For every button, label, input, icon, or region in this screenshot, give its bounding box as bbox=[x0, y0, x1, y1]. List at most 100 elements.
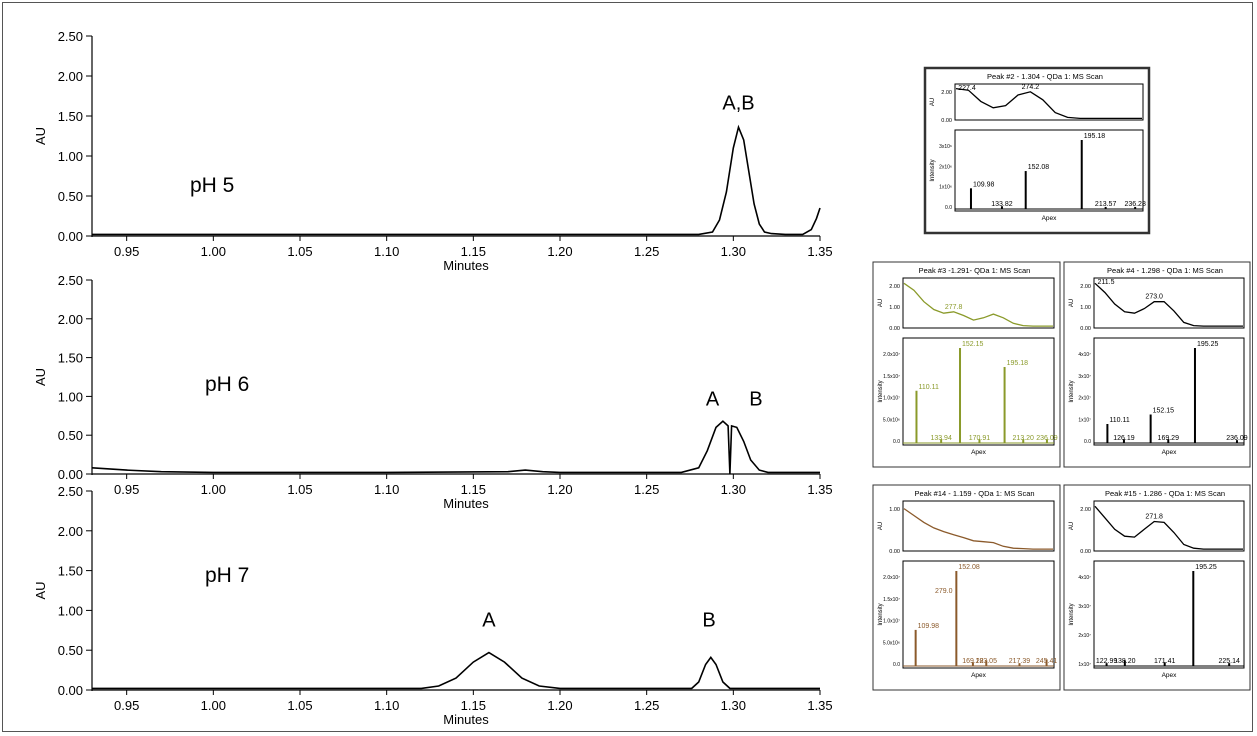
ms-peak-label: 122.99 bbox=[1096, 658, 1118, 665]
ms-peak-label: 133.82 bbox=[991, 201, 1013, 208]
ms-inset-2: Peak #3 -1.291- QDa 1: MS Scan 0.00 1.00 2.… bbox=[872, 261, 1061, 468]
x-tick-label: 1.35 bbox=[807, 482, 832, 497]
uv-tick-label: 2.00 bbox=[889, 284, 900, 290]
ms-peak-label: 138.20 bbox=[1114, 658, 1136, 665]
uv-tick-label: 2.00 bbox=[1080, 284, 1091, 290]
ms-plot-frame bbox=[1093, 560, 1245, 669]
y-tick-label: 1.50 bbox=[58, 564, 83, 579]
x-tick-label: 1.35 bbox=[807, 698, 832, 713]
ms-tick-label: 0.0 bbox=[893, 662, 900, 668]
y-tick-label: 2.00 bbox=[58, 524, 83, 539]
ms-axis-title: Intensity bbox=[930, 159, 936, 181]
ms-peak-label: 213.20 bbox=[1013, 435, 1035, 442]
ms-plot-frame bbox=[902, 337, 1055, 446]
ms-peak-label: 213.57 bbox=[1095, 201, 1117, 208]
ms-peak-label: 195.25 bbox=[1195, 564, 1217, 571]
ms-x-axis-title: Apex bbox=[1042, 215, 1058, 222]
ms-peak-label: 236.09 bbox=[1036, 435, 1058, 442]
y-tick-label: 2.50 bbox=[58, 484, 83, 499]
inset-frame bbox=[1063, 484, 1251, 691]
peak-annotation: B bbox=[702, 609, 715, 631]
uv-peak-label: 227.4 bbox=[958, 85, 976, 92]
y-tick-label: 2.00 bbox=[58, 312, 83, 327]
x-tick-label: 1.10 bbox=[374, 698, 399, 713]
uv-plot-frame bbox=[954, 83, 1144, 121]
ph-label: pH 7 bbox=[205, 564, 249, 587]
inset-title: Peak #2 - 1.304 - QDa 1: MS Scan bbox=[987, 72, 1103, 81]
uv-plot-frame bbox=[1093, 277, 1245, 329]
uv-tick-label: 0.00 bbox=[1080, 326, 1091, 332]
uv-peak-label: 271.8 bbox=[1145, 513, 1163, 520]
x-tick-label: 1.30 bbox=[721, 698, 746, 713]
y-tick-label: 0.50 bbox=[58, 428, 83, 443]
y-axis-title: AU bbox=[33, 581, 48, 599]
ms-x-axis-title: Apex bbox=[971, 449, 987, 456]
uv-peak-label: 277.8 bbox=[945, 304, 963, 311]
ms-tick-label: 1x10⁷ bbox=[1078, 662, 1091, 668]
ms-peak-label: 169.22 bbox=[962, 658, 984, 665]
ms-plot-frame bbox=[902, 560, 1055, 669]
ms-peak-label: 170.91 bbox=[969, 435, 991, 442]
inset-title: Peak #4 - 1.298 - QDa 1: MS Scan bbox=[1107, 266, 1223, 275]
inset-frame bbox=[923, 66, 1151, 235]
uv-peak-label: 279.0 bbox=[935, 588, 953, 595]
ms-peak-label: 109.98 bbox=[973, 181, 995, 188]
ms-peak-label: 110.11 bbox=[1109, 417, 1129, 424]
ms-x-axis-title: Apex bbox=[1162, 449, 1178, 456]
ms-peak-label: 169.29 bbox=[1158, 435, 1180, 442]
ms-peak-label: 225.14 bbox=[1218, 658, 1240, 665]
ms-peak-label: 245.41 bbox=[1036, 658, 1058, 665]
uv-plot-frame bbox=[902, 500, 1055, 552]
uv-tick-label: 1.00 bbox=[1080, 305, 1091, 311]
y-tick-label: 0.00 bbox=[58, 467, 83, 482]
y-tick-label: 2.00 bbox=[58, 69, 83, 84]
ms-peak-label: 236.28 bbox=[1124, 201, 1146, 208]
uv-tick-label: 1.00 bbox=[889, 507, 900, 513]
ms-inset-1: Peak #2 - 1.304 - QDa 1: MS Scan 0.00 2.00… bbox=[923, 66, 1151, 235]
ms-axis-title: Intensity bbox=[878, 603, 884, 625]
ms-axis-title: Intensity bbox=[1069, 603, 1075, 625]
ms-x-axis-title: Apex bbox=[971, 672, 987, 679]
ms-plot-frame bbox=[1093, 337, 1245, 446]
ms-tick-label: 1.0x10⁷ bbox=[883, 396, 900, 402]
uv-spectrum-trace bbox=[1094, 505, 1243, 550]
ms-tick-label: 4x10⁷ bbox=[1078, 575, 1091, 581]
x-tick-label: 1.15 bbox=[461, 244, 486, 259]
x-tick-label: 1.15 bbox=[461, 698, 486, 713]
x-tick-label: 1.00 bbox=[201, 482, 226, 497]
uv-tick-label: 2.00 bbox=[941, 90, 952, 96]
ms-tick-label: 1.5x10⁷ bbox=[883, 374, 900, 380]
ph-label: pH 6 bbox=[205, 373, 249, 396]
uv-tick-label: 1.00 bbox=[889, 305, 900, 311]
ms-peak-label: 171.41 bbox=[1154, 658, 1176, 665]
inset-frame bbox=[872, 484, 1061, 691]
ms-peak-label: 195.18 bbox=[1084, 133, 1106, 140]
inset-title: Peak #3 -1.291- QDa 1: MS Scan bbox=[919, 266, 1031, 275]
peak-annotation: A bbox=[706, 389, 720, 411]
x-tick-label: 1.25 bbox=[634, 482, 659, 497]
uv-axis-title: AU bbox=[878, 299, 884, 307]
uv-spectrum-trace bbox=[1094, 282, 1243, 327]
peak-annotation: B bbox=[749, 389, 762, 411]
uv-peak-label: 274.2 bbox=[1022, 84, 1040, 91]
ms-tick-label: 0.0 bbox=[1084, 439, 1091, 445]
y-axis-title: AU bbox=[33, 127, 48, 145]
peak-annotation: A,B bbox=[722, 93, 754, 115]
x-tick-label: 1.05 bbox=[287, 244, 312, 259]
y-tick-label: 1.50 bbox=[58, 109, 83, 124]
x-tick-label: 1.30 bbox=[721, 244, 746, 259]
inset-title: Peak #15 - 1.286 - QDa 1: MS Scan bbox=[1105, 489, 1225, 498]
y-tick-label: 1.00 bbox=[58, 149, 83, 164]
ms-tick-label: 1x10⁷ bbox=[1078, 417, 1091, 423]
ms-peak-label: 195.18 bbox=[1007, 360, 1029, 367]
uv-tick-label: 0.00 bbox=[889, 549, 900, 555]
inset-title: Peak #14 - 1.159 - QDa 1: MS Scan bbox=[914, 489, 1034, 498]
ms-peak-label: 183.05 bbox=[976, 658, 998, 665]
uv-tick-label: 0.00 bbox=[889, 326, 900, 332]
y-tick-label: 1.50 bbox=[58, 351, 83, 366]
ms-tick-label: 2x10⁶ bbox=[939, 164, 952, 170]
x-tick-label: 1.05 bbox=[287, 482, 312, 497]
uv-axis-title: AU bbox=[930, 98, 936, 106]
ms-axis-title: Intensity bbox=[1069, 380, 1075, 402]
